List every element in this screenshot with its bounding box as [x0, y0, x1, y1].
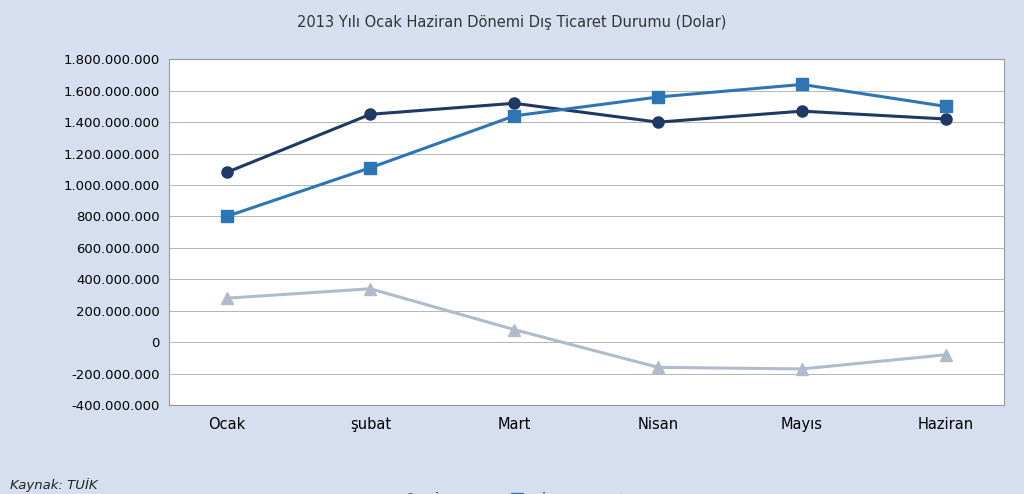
- İthalat: [652, 94, 665, 100]
- Line: İthalat: İthalat: [221, 79, 951, 222]
- Line: Dış Ticaret Dengesi: Dış Ticaret Dengesi: [221, 283, 951, 374]
- Legend: İhracat, İthalat, Dış Ticaret Dengesi: İhracat, İthalat, Dış Ticaret Dengesi: [387, 488, 785, 494]
- İthalat: [220, 213, 232, 219]
- İhracat: [365, 111, 377, 117]
- Dış Ticaret Dengesi: [652, 365, 665, 370]
- Text: Kaynak: TUİK: Kaynak: TUİK: [10, 478, 98, 492]
- Text: 2013 Yılı Ocak Haziran Dönemi Dış Ticaret Durumu (Dolar): 2013 Yılı Ocak Haziran Dönemi Dış Ticare…: [297, 15, 727, 30]
- İhracat: [220, 169, 232, 175]
- İthalat: [940, 103, 952, 109]
- İhracat: [508, 100, 520, 106]
- İhracat: [652, 119, 665, 125]
- İthalat: [365, 165, 377, 171]
- Dış Ticaret Dengesi: [508, 327, 520, 332]
- İhracat: [796, 108, 808, 114]
- İthalat: [508, 113, 520, 119]
- Dış Ticaret Dengesi: [940, 352, 952, 358]
- Dış Ticaret Dengesi: [796, 366, 808, 372]
- Line: İhracat: İhracat: [221, 98, 951, 178]
- Dış Ticaret Dengesi: [365, 286, 377, 292]
- Dış Ticaret Dengesi: [220, 295, 232, 301]
- İthalat: [796, 82, 808, 87]
- İhracat: [940, 116, 952, 122]
